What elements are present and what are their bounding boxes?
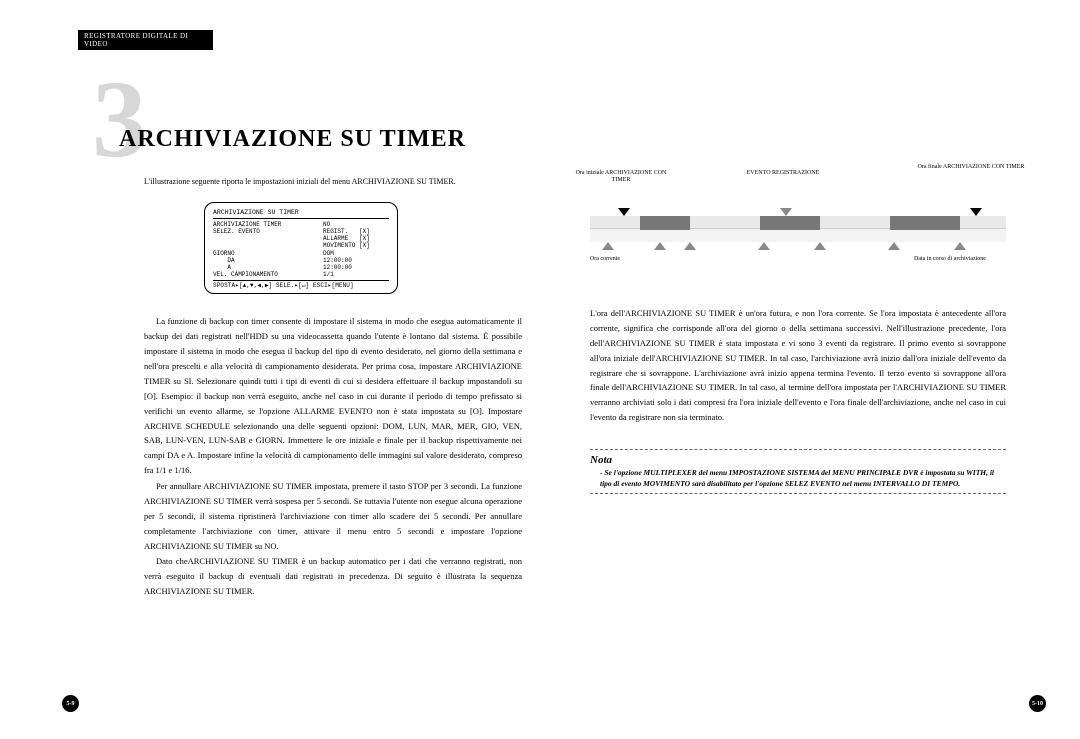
terminal-row: DA12:00:00: [213, 257, 389, 264]
nota-title: Nota: [590, 454, 1006, 466]
terminal-row: A12:00:00: [213, 264, 389, 271]
timeline-diagram: Ora iniziale ARCHIVIAZIONE CON TIMER EVE…: [590, 170, 1006, 280]
page-number-right: 5-10: [1029, 695, 1046, 712]
terminal-footer: SPOSTA▸[▲,▼,◀,▶] SELE.▸[↵] ESCI▸[MENU]: [213, 282, 389, 289]
timeline-segment: [640, 216, 690, 230]
terminal-row: GIORNODOM: [213, 250, 389, 257]
timeline-marker-bottom: [954, 242, 966, 250]
timeline-marker-top: [618, 208, 630, 216]
terminal-row: ARCHIVIAZIONE TIMERNO: [213, 221, 389, 228]
terminal-row: VEL. CAMPIONAMENTO1/1: [213, 271, 389, 278]
page-title: ARCHIVIAZIONE SU TIMER: [119, 126, 522, 153]
tl-label-arch: Data in corso di archiviazione: [880, 256, 1020, 263]
terminal-row: ALLARME [X]: [213, 235, 389, 242]
terminal-box: ARCHIVIAZIONE SU TIMER ARCHIVIAZIONE TIM…: [204, 202, 398, 294]
timeline-marker-top: [970, 208, 982, 216]
tl-label-start: Ora iniziale ARCHIVIAZIONE CON TIMER: [566, 170, 676, 184]
paragraph: Dato cheARCHIVIAZIONE SU TIMER è un back…: [144, 554, 522, 599]
body-text-right: L'ora dell'ARCHIVIAZIONE SU TIMER è un'o…: [590, 306, 1006, 425]
timeline-segment: [890, 216, 960, 230]
terminal-row: SELEZ. EVENTOREGIST. [X]: [213, 228, 389, 235]
terminal-row: MOVIMENTO [X]: [213, 242, 389, 249]
timeline-marker-bottom: [814, 242, 826, 250]
tl-label-event: EVENTO REGISTRAZIONE: [728, 170, 838, 177]
tl-label-current: Ora corrente: [550, 256, 660, 263]
timeline-marker-bottom: [602, 242, 614, 250]
body-text-left: La funzione di backup con timer consente…: [144, 314, 522, 599]
timeline-marker-top: [780, 208, 792, 216]
timeline-segment: [760, 216, 820, 230]
subtitle: L'illustrazione seguente riporta le impo…: [144, 177, 522, 186]
timeline-marker-bottom: [684, 242, 696, 250]
timeline-marker-bottom: [654, 242, 666, 250]
paragraph: Per annullare ARCHIVIAZIONE SU TIMER imp…: [144, 479, 522, 553]
page-number-left: 5-9: [62, 695, 79, 712]
tl-label-end: Ora finale ARCHIVIAZIONE CON TIMER: [916, 164, 1026, 171]
paragraph: La funzione di backup con timer consente…: [144, 314, 522, 478]
nota-text: - Se l'opzione MULTIPLEXER del menu IMPO…: [590, 468, 1006, 489]
terminal-title: ARCHIVIAZIONE SU TIMER: [213, 209, 389, 217]
header-band: REGISTRATORE DIGITALE DI VIDEO: [78, 30, 213, 50]
nota-block: Nota - Se l'opzione MULTIPLEXER del menu…: [590, 449, 1006, 494]
timeline-marker-bottom: [758, 242, 770, 250]
timeline-marker-bottom: [888, 242, 900, 250]
